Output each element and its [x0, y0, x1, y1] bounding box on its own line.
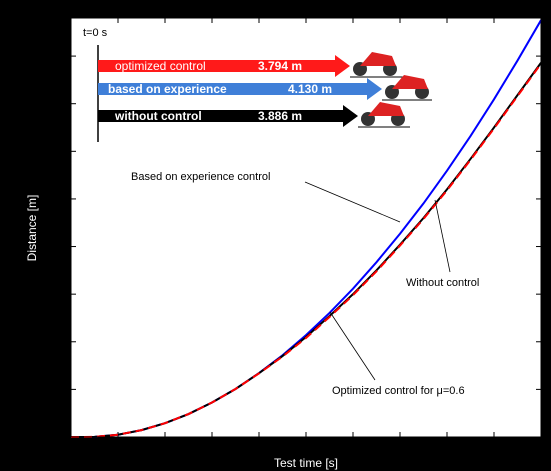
annotation: Optimized control for μ=0.6	[332, 385, 465, 397]
x-tick-label: 0	[67, 438, 75, 454]
inset-time-label: t=0 s	[83, 27, 108, 39]
series-line	[70, 63, 542, 438]
inset-arrow	[98, 55, 350, 77]
plot-frame	[70, 17, 542, 438]
leader-line	[434, 199, 451, 273]
y-tick-label: 2.5	[48, 190, 68, 206]
y-tick-label: 3	[59, 142, 67, 158]
plot-area	[71, 18, 541, 437]
x-tick-label: 1.2	[343, 438, 363, 454]
plot	[70, 17, 542, 438]
inset-label: based on experience	[108, 82, 227, 96]
x-tick-label: 0.4	[155, 438, 175, 454]
x-tick-label: 0.8	[249, 438, 269, 454]
leader-line	[329, 311, 376, 381]
inset-label: without control	[114, 109, 202, 123]
y-tick-label: 4	[59, 47, 67, 63]
x-tick-label: 0.6	[202, 438, 222, 454]
inset: t=0 s optimized control 3.794 m based on…	[83, 27, 432, 142]
x-tick-label: 1.4	[390, 438, 410, 454]
inset-distance: 4.130 m	[288, 82, 332, 96]
inset-arrow	[98, 105, 358, 127]
x-tick-label: 2	[537, 438, 545, 454]
annotation: Based on experience control	[131, 171, 270, 183]
motorcycle-icon	[358, 102, 410, 128]
motorcycle-icon	[382, 75, 432, 101]
x-tick-label: 1	[302, 438, 310, 454]
y-tick-label: 3.5	[48, 94, 68, 110]
y-tick-label: 1	[59, 332, 67, 348]
inset-label: optimized control	[115, 59, 206, 73]
y-tick-label: 0.5	[48, 380, 68, 396]
inset-distance: 3.794 m	[258, 59, 302, 73]
y-tick-label: 1.5	[48, 285, 68, 301]
annotation: Without control	[406, 277, 479, 289]
y-axis-label: Distance [m]	[25, 195, 39, 262]
y-tick-label: 2	[59, 237, 67, 253]
x-tick-label: 1.8	[484, 438, 504, 454]
x-axis-label: Test time [s]	[274, 456, 338, 470]
inset-arrow	[98, 78, 382, 100]
x-tick-label: 0.2	[108, 438, 128, 454]
motorcycle-icon	[350, 52, 405, 78]
y-tick-label: 0	[59, 428, 67, 444]
leader-line	[304, 181, 401, 223]
x-tick-label: 1.6	[437, 438, 457, 454]
inset-distance: 3.886 m	[258, 109, 302, 123]
